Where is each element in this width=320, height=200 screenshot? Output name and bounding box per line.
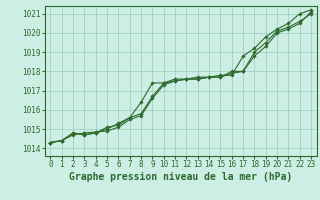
X-axis label: Graphe pression niveau de la mer (hPa): Graphe pression niveau de la mer (hPa) — [69, 172, 292, 182]
